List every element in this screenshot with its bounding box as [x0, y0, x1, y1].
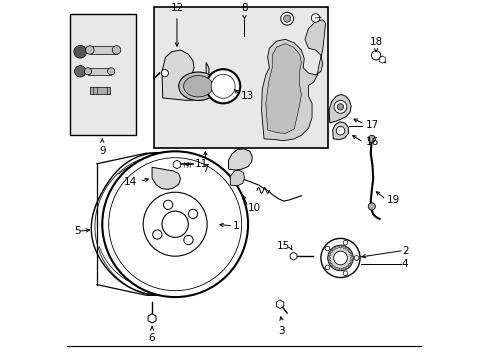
- Circle shape: [332, 266, 334, 269]
- Circle shape: [327, 260, 330, 263]
- Text: 11: 11: [194, 159, 207, 170]
- Circle shape: [107, 68, 115, 75]
- Circle shape: [343, 240, 347, 245]
- Circle shape: [325, 265, 329, 270]
- Polygon shape: [328, 94, 350, 123]
- Circle shape: [211, 74, 235, 98]
- Circle shape: [162, 211, 188, 237]
- Circle shape: [345, 266, 348, 269]
- Circle shape: [353, 256, 358, 260]
- Circle shape: [371, 51, 380, 60]
- Circle shape: [311, 14, 319, 22]
- Text: 8: 8: [241, 3, 247, 13]
- Bar: [154, 7, 327, 148]
- Text: 6: 6: [148, 333, 155, 343]
- Text: 1: 1: [233, 221, 239, 231]
- Circle shape: [205, 69, 240, 103]
- Text: 17: 17: [365, 120, 378, 130]
- Circle shape: [329, 250, 332, 253]
- Text: 10: 10: [247, 203, 260, 213]
- Circle shape: [183, 235, 193, 244]
- Text: 12: 12: [170, 3, 183, 13]
- Circle shape: [108, 158, 241, 291]
- Text: 4: 4: [400, 259, 407, 269]
- Text: 5: 5: [74, 226, 81, 236]
- Bar: [70, 14, 136, 135]
- Circle shape: [367, 203, 375, 210]
- Circle shape: [333, 251, 346, 265]
- Circle shape: [336, 126, 344, 135]
- Bar: [90, 46, 116, 54]
- Circle shape: [112, 46, 121, 54]
- Text: 9: 9: [99, 146, 105, 156]
- Bar: [90, 87, 110, 94]
- Polygon shape: [162, 50, 208, 100]
- Text: 19: 19: [386, 195, 399, 205]
- Circle shape: [343, 271, 347, 275]
- Circle shape: [74, 45, 86, 58]
- Circle shape: [339, 268, 341, 271]
- Polygon shape: [332, 122, 347, 140]
- Circle shape: [345, 247, 348, 250]
- Circle shape: [327, 245, 352, 271]
- Circle shape: [332, 247, 334, 250]
- Text: 15: 15: [276, 241, 289, 251]
- Circle shape: [349, 260, 352, 263]
- Circle shape: [347, 250, 350, 253]
- Circle shape: [280, 12, 293, 25]
- Circle shape: [335, 246, 338, 248]
- Circle shape: [329, 263, 332, 266]
- Circle shape: [85, 46, 94, 54]
- Circle shape: [327, 253, 330, 256]
- Text: 18: 18: [368, 37, 382, 47]
- Circle shape: [320, 238, 359, 278]
- Circle shape: [349, 253, 352, 256]
- Text: 2: 2: [402, 246, 408, 256]
- Circle shape: [143, 192, 207, 256]
- Bar: [88, 68, 111, 75]
- Circle shape: [339, 245, 341, 248]
- Text: 13: 13: [241, 91, 254, 101]
- Circle shape: [102, 151, 247, 297]
- Polygon shape: [228, 149, 252, 170]
- Circle shape: [335, 267, 338, 270]
- Circle shape: [84, 68, 91, 75]
- Ellipse shape: [183, 76, 212, 97]
- Circle shape: [283, 15, 290, 22]
- Text: 3: 3: [278, 325, 285, 336]
- Text: 7: 7: [202, 164, 208, 174]
- Ellipse shape: [178, 72, 217, 100]
- Circle shape: [342, 246, 345, 248]
- Circle shape: [367, 135, 375, 143]
- Circle shape: [333, 100, 346, 113]
- Circle shape: [188, 209, 197, 219]
- Circle shape: [347, 263, 350, 266]
- Polygon shape: [261, 20, 325, 141]
- Text: 14: 14: [123, 176, 137, 186]
- Circle shape: [327, 257, 330, 259]
- Circle shape: [152, 230, 162, 239]
- Circle shape: [161, 69, 168, 77]
- Circle shape: [337, 104, 343, 110]
- Circle shape: [342, 267, 345, 270]
- Text: 16: 16: [365, 138, 378, 148]
- Polygon shape: [152, 167, 180, 189]
- Circle shape: [74, 66, 86, 77]
- Circle shape: [325, 246, 329, 251]
- Polygon shape: [230, 170, 244, 186]
- Circle shape: [350, 257, 352, 259]
- Circle shape: [163, 200, 172, 210]
- Polygon shape: [265, 44, 301, 134]
